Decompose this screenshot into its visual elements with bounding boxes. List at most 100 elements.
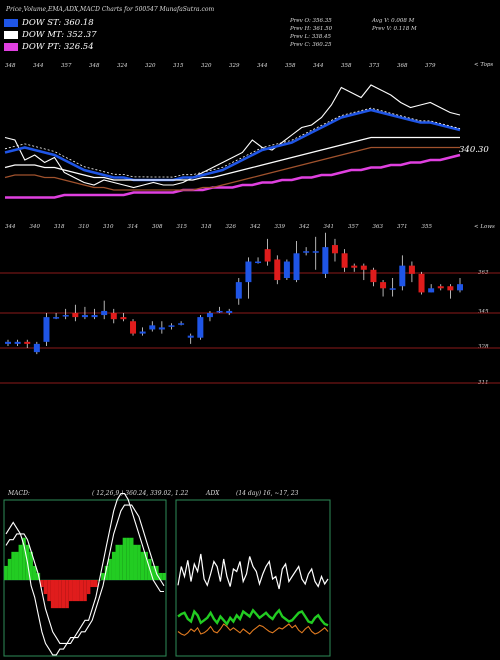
macd-signal-line [5,504,165,644]
macd-histogram-bar [54,580,59,609]
macd-histogram-bar [4,565,8,580]
top-label: 357 [61,63,72,69]
prev-high: Prev H: 361.50 [290,26,333,32]
legend-swatch-mt [4,30,18,39]
top-label: 324 [117,63,128,69]
candle-body [331,245,338,254]
top-label: 368 [397,63,408,69]
top-label: 315 [173,63,184,69]
candle-body [408,265,415,274]
candle-body [293,253,300,281]
candle-body [322,247,329,274]
di-plus-line [177,553,329,590]
macd-histogram-bar [29,551,33,580]
candle-body [389,288,396,290]
top-label: 379 [425,63,436,69]
macd-histogram-bar [93,580,98,588]
legend-label-st: DOW ST: 360.18 [22,18,94,28]
ema-line-dow-pt [5,153,461,199]
candle-body [370,269,377,283]
macd-histogram-bar [76,580,80,602]
candle-body [110,313,117,320]
macd-histogram-bar [158,572,163,580]
bottom-label: 314 [127,224,139,230]
legend-swatch-st [4,18,18,27]
macd-histogram-bar [47,580,51,602]
candle-body [158,327,165,330]
candle-body [457,284,463,291]
di-minus-line [177,623,329,636]
candle-body [283,261,290,278]
macd-histogram-bar [11,551,15,580]
ema-line-dow-mt [4,136,460,181]
macd-histogram-bar [61,580,66,609]
bottom-label: 344 [5,224,16,230]
candle-body [312,251,319,253]
candle-body [206,313,213,318]
macd-histogram-bar [108,558,112,580]
macd-histogram-bar [111,551,116,580]
macd-histogram-bar [83,580,87,602]
candle-body [216,310,223,313]
bottom-label: 318 [54,224,65,230]
candle-body [245,261,252,283]
candle-body [235,282,242,299]
bottom-label: 310 [103,224,114,230]
macd-histogram-bar [72,580,77,602]
top-label: 320 [145,63,156,69]
bottom-label: 315 [176,224,188,230]
macd-histogram-bar [162,572,166,580]
top-label: 344 [257,63,268,69]
macd-title: MACD: [8,490,30,497]
macd-histogram-bar [115,544,120,580]
candle-body [380,282,387,289]
candle-body [24,341,31,344]
bottom-label: 341 [323,224,335,230]
candle-body [428,288,435,293]
candle-body [187,335,194,338]
candle-body [91,315,98,318]
candle-body [255,261,262,264]
lows-label: < Lows [474,224,495,230]
macd-histogram-bar [137,544,141,580]
macd-histogram-bar [119,544,123,580]
top-label: 348 [5,63,16,69]
macd-histogram-bar [43,580,48,595]
bottom-label: 339 [274,224,286,230]
top-label: 348 [89,63,100,69]
candle-body [447,286,454,291]
bottom-labels: 344 340 318 310 310 314 308 315 318 326 342 339 342 3… [0,224,500,232]
macd-histogram-bar [58,580,62,609]
macd-histogram-bar [104,565,109,580]
top-label: 358 [341,63,352,69]
top-label: 373 [369,63,380,69]
legend-label-pt: DOW PT: 326.54 [22,42,94,52]
bottom-label: 326 [225,224,237,230]
candle-body [418,273,425,293]
bottom-label: 342 [299,224,310,230]
candle-body [5,341,11,344]
bottom-label: 363 [372,224,384,230]
legend-item-st: DOW ST: 360.18 [4,18,94,28]
tops-label: < Tops [474,62,494,68]
macd-histogram-bar [18,544,23,580]
macd-histogram-bar [86,580,91,595]
candle-body [178,323,185,325]
candle-body [274,259,281,281]
ema-line-brown [4,146,460,191]
bottom-label: 357 [348,224,359,230]
macd-histogram-bar [126,537,130,580]
candle-body [62,315,69,317]
macd-histogram-bar [40,580,44,588]
candle-body [197,317,204,338]
candle-body [101,310,108,316]
price-level-3: 328 [478,344,489,350]
candle-body [351,265,358,268]
macd-histogram-bar [151,565,156,580]
candle-body [399,265,406,287]
bottom-label: 308 [152,224,163,230]
candle-body [33,343,40,353]
ema-line-dotted [4,107,461,178]
legend-label-mt: DOW MT: 352.37 [22,30,97,40]
macd-histogram-bar [90,580,94,588]
